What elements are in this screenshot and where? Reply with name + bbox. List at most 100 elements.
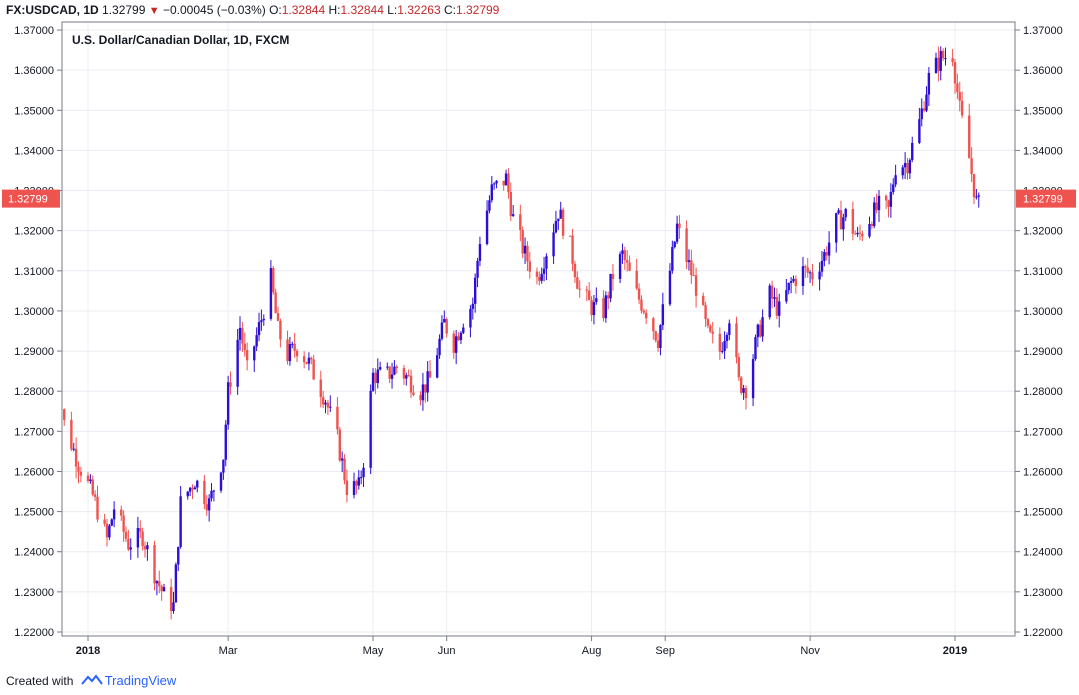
candle-body	[540, 273, 543, 281]
candle-body	[174, 564, 178, 603]
candle-body	[875, 202, 878, 211]
candle-body	[158, 581, 161, 587]
y-tick-label: 1.35000	[14, 105, 54, 117]
y-tick-label: 1.26000	[14, 466, 54, 478]
last-price-tags: 1.32799 1.32799	[2, 189, 1076, 208]
candle-body	[507, 173, 510, 192]
candle-body	[452, 333, 456, 353]
candle-body	[922, 108, 926, 111]
candle-body	[307, 357, 311, 364]
last-price-tag-label: 1.32799	[8, 194, 48, 206]
candle-body	[908, 159, 912, 174]
candle-body	[395, 366, 398, 368]
candle-body	[471, 303, 475, 309]
candle-body	[272, 268, 275, 293]
candle-body	[737, 357, 741, 378]
open-value: 1.32844	[281, 3, 326, 17]
candle-body	[291, 343, 294, 345]
candle-body	[338, 429, 341, 461]
candle-body	[153, 545, 156, 584]
candle-body	[243, 343, 246, 351]
candle-body	[162, 587, 166, 592]
candle-body	[495, 180, 498, 184]
candle-body	[386, 366, 389, 368]
candle-body	[96, 496, 99, 520]
candle-body	[884, 195, 888, 201]
y-tick-label: 1.27000	[14, 426, 54, 438]
candle-body	[958, 92, 961, 101]
x-tick-label: Sep	[655, 645, 675, 657]
candle-body	[222, 459, 225, 473]
price-chart[interactable]: 1.22000 1.23000 1.24000 1.25000 1.26000 1.270…	[0, 0, 1079, 670]
candle-body	[274, 292, 277, 314]
candle-body	[944, 58, 947, 60]
y-tick-label: 1.35000	[1023, 105, 1063, 117]
candle-body	[723, 341, 726, 351]
candle-body	[659, 325, 662, 348]
candle-body	[820, 260, 824, 272]
candle-body	[324, 402, 327, 405]
candle-body	[490, 184, 494, 201]
open-label: O:	[269, 3, 282, 17]
candle-body	[759, 324, 762, 337]
candle-body	[86, 475, 90, 482]
candle-body	[775, 297, 779, 316]
candle-body	[623, 250, 627, 261]
candle-body	[794, 278, 798, 286]
candle-body	[728, 323, 731, 335]
candle-body	[205, 504, 208, 511]
candle-body	[488, 200, 491, 211]
candle-body	[927, 72, 931, 95]
candle-body	[538, 276, 541, 281]
candle-body	[671, 247, 674, 271]
y-tick-label: 1.36000	[1023, 65, 1063, 77]
candle-body	[492, 183, 496, 185]
candle-body	[970, 158, 973, 175]
candle-body	[435, 355, 439, 378]
candle-body	[668, 270, 672, 305]
candle-body	[571, 235, 574, 264]
candle-body	[445, 318, 448, 334]
candle-body	[476, 260, 479, 278]
candle-body	[645, 312, 648, 319]
candle-body	[740, 377, 743, 393]
candle-body	[91, 479, 94, 495]
candle-body	[454, 336, 458, 353]
candle-body	[602, 298, 605, 319]
x-tick-label: Mar	[219, 645, 238, 657]
candle-body	[359, 477, 363, 479]
candle-body	[975, 196, 978, 198]
y-tick-label: 1.23000	[1023, 587, 1063, 599]
last-price-tag	[2, 189, 60, 208]
candle-body	[761, 317, 764, 337]
candle-body	[226, 382, 230, 425]
candle-body	[920, 108, 923, 120]
candle-body	[637, 288, 641, 300]
candle-body	[526, 245, 529, 262]
candle-body	[426, 371, 429, 393]
candle-body	[592, 302, 596, 316]
candle-body	[504, 173, 508, 186]
candle-body	[661, 304, 665, 326]
created-with-label: Created with	[6, 674, 74, 688]
candle-body	[393, 366, 396, 375]
down-arrow-icon: ▼	[148, 5, 160, 17]
candle-body	[286, 339, 289, 361]
candle-body	[428, 371, 432, 378]
candle-body	[122, 515, 125, 532]
candle-body	[702, 295, 705, 306]
candle-body	[911, 142, 914, 160]
candle-body	[438, 338, 441, 356]
candle-body	[523, 245, 527, 254]
candle-body	[329, 406, 332, 408]
candle-body	[856, 232, 859, 235]
y-tick-label: 1.37000	[14, 25, 54, 37]
candle-body	[352, 481, 356, 496]
high-value: 1.32844	[340, 3, 384, 17]
candle-body	[302, 356, 306, 363]
right-price-axis: 1.22000 1.23000 1.24000 1.25000 1.26000 1.270…	[1015, 25, 1063, 639]
candle-body	[735, 323, 738, 358]
candle-body	[607, 295, 610, 299]
candle-body	[861, 233, 864, 237]
tradingview-link[interactable]: TradingView	[104, 673, 177, 688]
